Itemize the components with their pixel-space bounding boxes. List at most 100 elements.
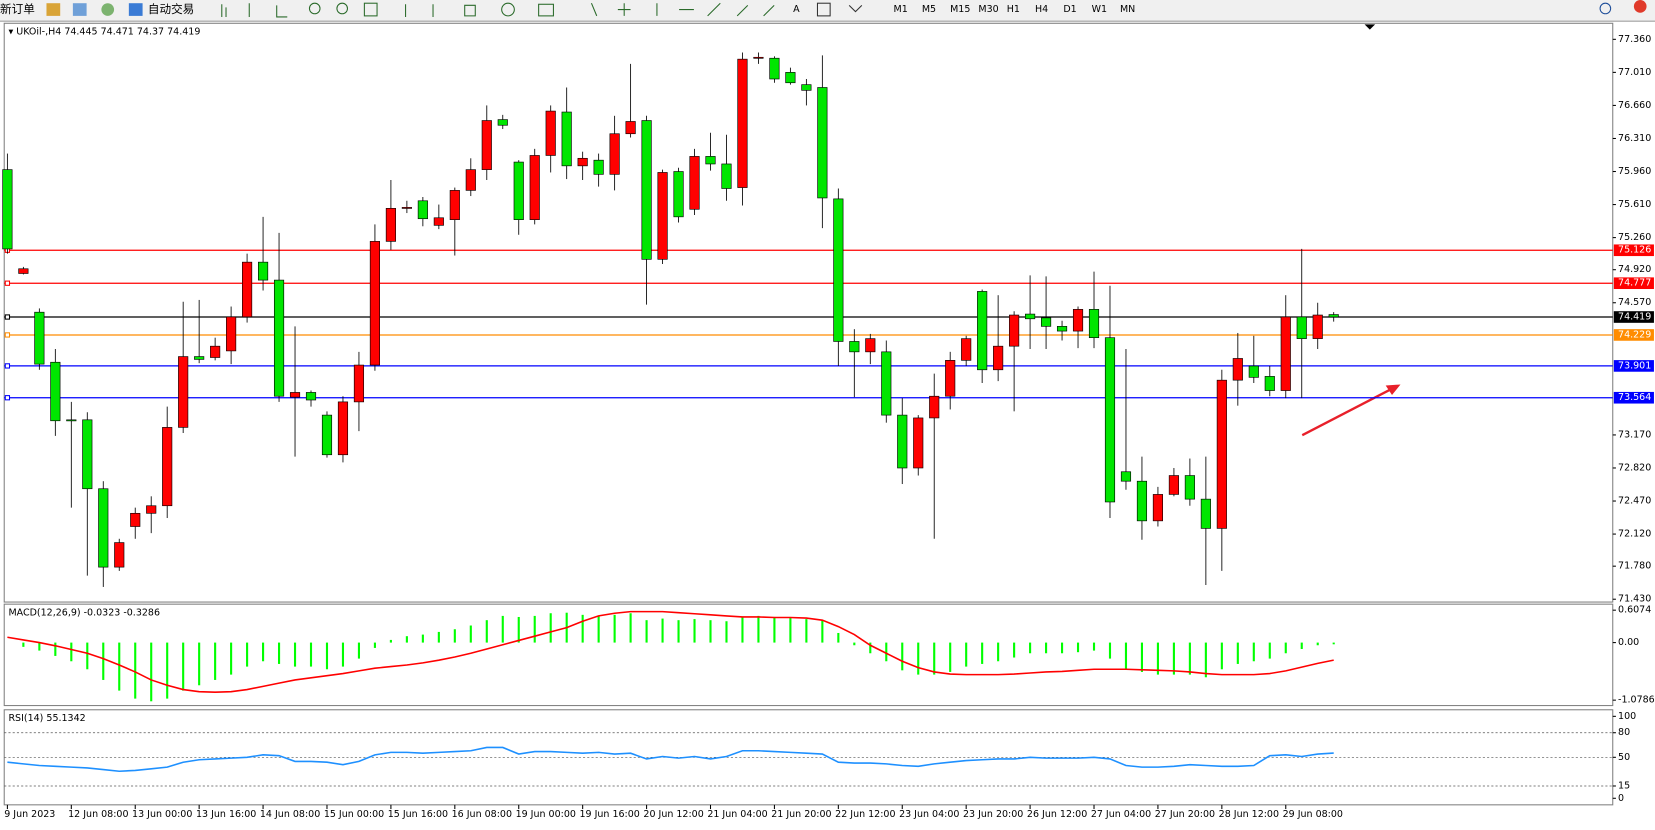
- macd-bar: [341, 642, 345, 667]
- candle-body: [865, 338, 876, 353]
- candle-body: [1328, 314, 1339, 318]
- macd-bar: [1045, 642, 1048, 654]
- candle-body: [210, 345, 221, 358]
- icon[interactable]: [405, 4, 476, 17]
- candle-body: [753, 56, 764, 59]
- x-tick-label: 13 Jun 00:00: [132, 809, 192, 820]
- timeframe-button[interactable]: M5: [922, 4, 936, 15]
- timeframe-button[interactable]: M1: [894, 4, 908, 15]
- notification-badge[interactable]: [1633, 0, 1647, 13]
- candle-body: [1025, 313, 1036, 320]
- candle-body: [625, 121, 636, 135]
- macd-bar: [981, 642, 984, 664]
- x-tick-label: 21 Jun 04:00: [707, 809, 767, 820]
- candle-body: [993, 345, 1004, 371]
- candle-body: [721, 163, 732, 189]
- candle-body: [673, 171, 684, 218]
- timeframe-button[interactable]: M15: [950, 4, 970, 15]
- toolbar: [0, 0, 1655, 22]
- icon[interactable]: [72, 3, 87, 16]
- macd-bar: [1204, 642, 1207, 678]
- y-tick-label: 0: [1618, 793, 1624, 804]
- timeframe-button[interactable]: H4: [1035, 4, 1048, 15]
- icon[interactable]: [816, 2, 831, 17]
- icon[interactable]: [501, 2, 515, 17]
- candle-body: [689, 156, 700, 210]
- timeframe-button[interactable]: H1: [1007, 4, 1020, 15]
- candle-body: [785, 72, 796, 84]
- y-tick-label: 75.260: [1618, 232, 1651, 243]
- macd-bar: [853, 642, 856, 646]
- macd-bar: [1029, 642, 1032, 654]
- signal-line: [7, 610, 1334, 694]
- level-label: 74.229: [1618, 329, 1651, 340]
- macd-bar: [1268, 642, 1271, 659]
- new-order-button[interactable]: 新订单: [0, 2, 35, 16]
- macd-bar: [949, 642, 952, 672]
- macd-bar: [469, 625, 472, 643]
- macd-bar: [997, 642, 1000, 662]
- candle-body: [881, 351, 892, 416]
- macd-bar: [70, 642, 73, 662]
- macd-bar: [1316, 642, 1319, 646]
- candle-body: [385, 208, 396, 242]
- macd-title: MACD(12,26,9): [8, 607, 80, 618]
- macd-bar: [661, 618, 664, 643]
- level-label: 75.126: [1618, 245, 1651, 256]
- icon[interactable]: [363, 2, 378, 17]
- timeframe-button[interactable]: M30: [978, 4, 998, 15]
- icon[interactable]: [538, 3, 554, 17]
- candle-body: [961, 338, 972, 361]
- x-tick-label: 15 Jun 16:00: [388, 809, 448, 820]
- level-tag: [1613, 391, 1654, 404]
- search-icon[interactable]: [1599, 2, 1612, 15]
- icon[interactable]: [46, 3, 61, 16]
- x-tick-label: 28 Jun 12:00: [1219, 809, 1279, 820]
- high-value: 74.471: [101, 26, 134, 37]
- text-tool[interactable]: A: [793, 4, 800, 15]
- icon[interactable]: [221, 3, 288, 18]
- y-tick-label: -1.0786: [1618, 695, 1655, 706]
- timeframe-button[interactable]: D1: [1063, 4, 1076, 15]
- candle-body: [801, 84, 812, 91]
- icon[interactable]: [848, 4, 863, 13]
- candle-body: [273, 279, 285, 397]
- icon[interactable]: [336, 2, 349, 15]
- macd-bar: [1284, 642, 1287, 654]
- candle-body: [945, 360, 956, 397]
- candle-body: [289, 392, 301, 398]
- y-tick-label: 75.610: [1618, 199, 1651, 210]
- timeframe-button[interactable]: W1: [1092, 4, 1107, 15]
- macd-bar: [22, 642, 25, 647]
- y-tick-label: 77.360: [1618, 34, 1651, 45]
- candle-body: [66, 419, 77, 422]
- icon[interactable]: [128, 3, 143, 16]
- x-tick-label: 27 Jun 20:00: [1155, 809, 1215, 820]
- rsi-line: [7, 746, 1334, 773]
- macd-bar: [421, 634, 424, 643]
- candle-body: [257, 261, 269, 281]
- macd-bar: [1076, 642, 1080, 653]
- candle-body: [513, 161, 524, 220]
- candle-body: [465, 169, 476, 191]
- candle-body: [897, 414, 908, 469]
- macd-bar: [1108, 642, 1112, 659]
- x-tick-label: 23 Jun 04:00: [899, 809, 959, 820]
- level-handle: [4, 314, 11, 320]
- auto-trading-button[interactable]: 自动交易: [148, 2, 194, 16]
- candle-body: [242, 261, 253, 318]
- candle-body: [18, 268, 29, 274]
- main-pane: [3, 22, 1614, 603]
- candle-body: [401, 207, 412, 209]
- candle-body: [194, 356, 205, 360]
- macd-bar: [1156, 642, 1159, 675]
- tool-icons: [221, 2, 775, 18]
- icon[interactable]: [590, 2, 775, 17]
- timeframe-button[interactable]: MN: [1120, 4, 1135, 15]
- icon[interactable]: [308, 2, 321, 15]
- x-tick-label: 14 Jun 08:00: [260, 809, 320, 820]
- candle-body: [817, 87, 828, 199]
- icon[interactable]: [101, 3, 115, 16]
- macd-bar: [357, 642, 361, 659]
- candle-body: [705, 156, 716, 165]
